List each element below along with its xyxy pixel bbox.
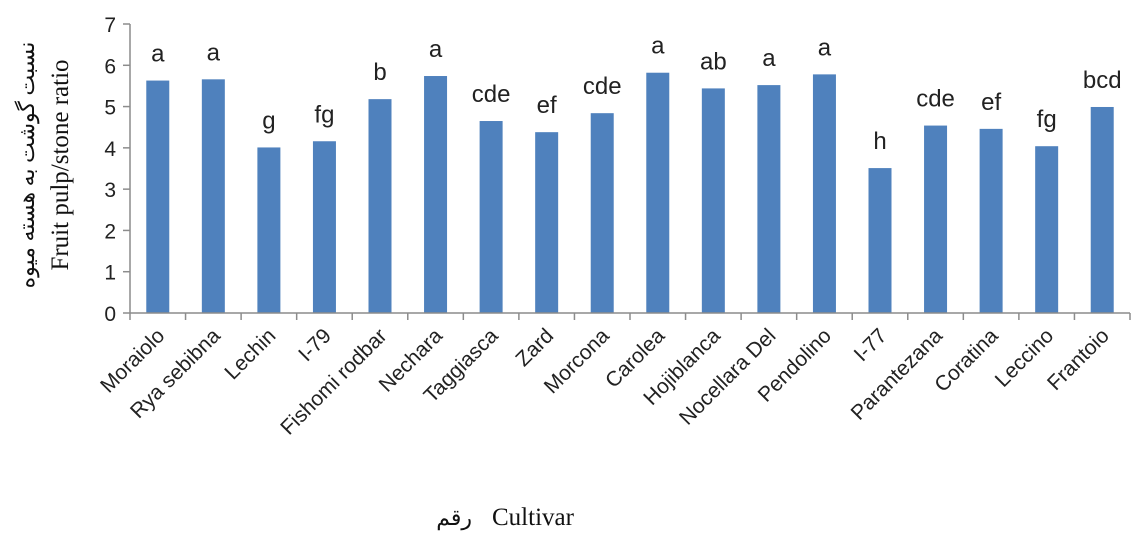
significance-letter: a	[207, 39, 221, 66]
significance-letter: cde	[583, 73, 622, 100]
bar	[701, 88, 725, 313]
y-axis-label: Fruit pulp/stone ratio	[47, 59, 74, 270]
significance-letter: a	[151, 41, 165, 68]
y-tick-label: 3	[104, 179, 116, 202]
bar	[979, 128, 1003, 313]
x-tick-label: Nocellara Del	[675, 324, 780, 429]
y-tick-label: 7	[104, 14, 116, 37]
y-tick-label: 1	[104, 262, 116, 285]
bar	[368, 99, 392, 313]
significance-letter: ef	[981, 89, 1001, 116]
x-axis-label-persian: رقم	[436, 505, 472, 531]
x-axis-label: Cultivar	[492, 504, 575, 531]
bars	[146, 72, 1114, 314]
bar	[757, 85, 781, 313]
significance-letter: b	[373, 59, 386, 86]
bar	[1035, 146, 1059, 313]
bar	[424, 76, 448, 314]
significance-letter: h	[873, 128, 886, 155]
y-tick-label: 5	[104, 97, 116, 120]
y-axis: 0 1 2 3 4 5 6 7	[104, 14, 131, 326]
bar	[146, 80, 170, 313]
significance-letter: cde	[916, 86, 955, 113]
significance-letter: a	[651, 33, 665, 60]
bar	[646, 72, 670, 314]
significance-letter: a	[429, 36, 443, 63]
significance-letter: g	[262, 107, 275, 134]
y-tick-label: 6	[104, 55, 116, 78]
bar	[812, 74, 836, 314]
significance-letter: bcd	[1083, 67, 1122, 94]
x-tick-label: Frantoio	[1043, 324, 1114, 395]
x-tick-label: I-79	[294, 324, 336, 366]
bar	[257, 147, 281, 313]
x-tick-label: Zard	[511, 324, 558, 371]
significance-letter: fg	[314, 101, 334, 128]
y-tick-label: 0	[104, 303, 116, 326]
y-tick-label: 2	[104, 220, 116, 243]
bar	[590, 113, 614, 313]
significance-letter: ef	[537, 92, 557, 119]
significance-letter: a	[818, 34, 832, 61]
x-tick-label: Lechin	[220, 324, 280, 384]
significance-letter: ab	[700, 48, 727, 75]
bar	[535, 132, 559, 313]
bar	[1090, 106, 1114, 313]
bar	[868, 168, 892, 313]
bar	[312, 141, 336, 313]
y-axis-label-persian: نسبت گوشت به هسته میوه	[14, 42, 40, 289]
bar	[924, 125, 948, 313]
x-tick-label: I-77	[850, 324, 892, 366]
bar	[201, 79, 225, 313]
significance-letter: a	[762, 45, 776, 72]
significance-letter: fg	[1037, 106, 1057, 133]
bar	[479, 121, 503, 314]
significance-letter: cde	[472, 81, 511, 108]
y-tick-label: 4	[104, 138, 116, 161]
